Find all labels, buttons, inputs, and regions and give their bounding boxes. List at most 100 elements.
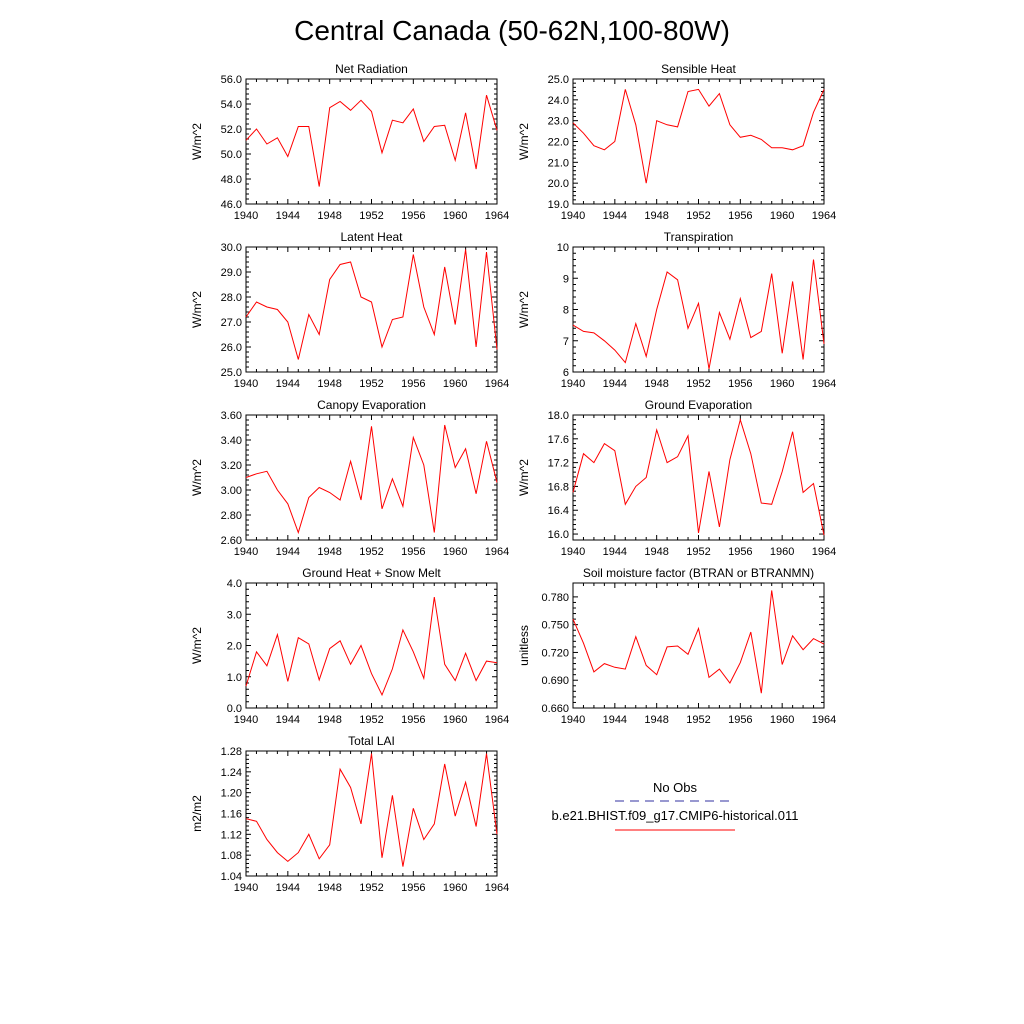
y-tick-label: 2.60 (221, 535, 242, 547)
y-tick-label: 1.08 (221, 850, 242, 862)
y-tick-label: 3.40 (221, 435, 242, 447)
x-tick-label: 1940 (561, 546, 585, 558)
x-tick-label: 1940 (234, 714, 258, 726)
y-tick-label: 6 (563, 367, 569, 379)
y-tick-label: 22.0 (548, 137, 569, 149)
panel-title: Total LAI (348, 734, 395, 748)
y-tick-label: 26.0 (221, 342, 242, 354)
y-tick-label: 0.720 (541, 647, 569, 659)
x-tick-label: 1948 (317, 546, 341, 558)
x-tick-label: 1948 (644, 378, 668, 390)
panel-latent-heat: Latent Heat 1940 1944 1948 1952 1956 1960 1964 2… (190, 230, 509, 390)
x-tick-label: 1944 (603, 210, 627, 222)
x-tick-label: 1956 (728, 378, 752, 390)
y-axis-label: W/m^2 (190, 123, 204, 160)
y-axis-label: m2/m2 (190, 795, 204, 832)
x-tick-label: 1964 (812, 378, 836, 390)
plot-frame (572, 78, 825, 205)
y-tick-label: 3.20 (221, 460, 242, 472)
x-tick-label: 1960 (770, 378, 794, 390)
y-tick-label: 1.28 (221, 746, 242, 758)
series-line (245, 249, 498, 360)
y-tick-label: 56.0 (221, 74, 242, 86)
y-tick-label: 18.0 (548, 410, 569, 422)
x-tick-label: 1956 (728, 714, 752, 726)
y-axis-label: W/m^2 (190, 291, 204, 328)
x-tick-label: 1960 (443, 714, 467, 726)
x-tick-label: 1952 (686, 546, 710, 558)
y-tick-label: 28.0 (221, 292, 242, 304)
x-tick-label: 1960 (770, 714, 794, 726)
x-tick-label: 1952 (359, 882, 383, 894)
x-tick-label: 1952 (359, 546, 383, 558)
y-tick-label: 1.12 (221, 829, 242, 841)
panel-title: Ground Evaporation (645, 398, 752, 412)
x-tick-label: 1948 (644, 714, 668, 726)
y-axis-label: unitless (517, 625, 531, 666)
x-tick-label: 1948 (644, 210, 668, 222)
series-line (245, 424, 498, 535)
y-tick-label: 50.0 (221, 149, 242, 161)
panel-title: Soil moisture factor (BTRAN or BTRANMN) (583, 566, 814, 580)
x-tick-label: 1960 (770, 210, 794, 222)
y-tick-label: 17.2 (548, 458, 569, 470)
y-tick-label: 25.0 (221, 367, 242, 379)
y-tick-label: 17.6 (548, 434, 569, 446)
y-tick-label: 1.0 (227, 672, 242, 684)
y-tick-label: 3.0 (227, 609, 242, 621)
series-line (572, 259, 825, 369)
x-tick-label: 1956 (401, 378, 425, 390)
panel-ground-heat-snow-melt: Ground Heat + Snow Melt 1940 1944 1948 1952 1… (190, 566, 509, 726)
x-tick-label: 1960 (770, 546, 794, 558)
x-tick-label: 1964 (812, 546, 836, 558)
x-tick-label: 1952 (686, 714, 710, 726)
x-tick-label: 1956 (728, 546, 752, 558)
y-tick-label: 52.0 (221, 124, 242, 136)
y-tick-label: 25.0 (548, 74, 569, 86)
x-tick-label: 1940 (561, 210, 585, 222)
x-tick-label: 1940 (234, 210, 258, 222)
y-tick-label: 30.0 (221, 242, 242, 254)
y-axis-label: W/m^2 (517, 291, 531, 328)
x-tick-label: 1964 (485, 546, 509, 558)
x-tick-label: 1940 (234, 378, 258, 390)
x-tick-label: 1964 (485, 882, 509, 894)
x-tick-label: 1964 (485, 378, 509, 390)
series-line (572, 590, 825, 694)
y-tick-label: 27.0 (221, 317, 242, 329)
x-tick-label: 1952 (686, 210, 710, 222)
x-tick-label: 1956 (401, 882, 425, 894)
y-tick-label: 3.00 (221, 485, 242, 497)
x-tick-label: 1944 (603, 378, 627, 390)
y-tick-label: 1.20 (221, 788, 242, 800)
x-tick-label: 1964 (485, 714, 509, 726)
series-line (572, 88, 825, 184)
figure-title: Central Canada (50-62N,100-80W) (294, 15, 730, 46)
panel-net-radiation: Net Radiation 1940 1944 1948 1952 1956 1960 196… (190, 62, 509, 222)
y-tick-label: 46.0 (221, 199, 242, 211)
x-tick-label: 1960 (443, 882, 467, 894)
x-tick-label: 1940 (234, 546, 258, 558)
legend-model-label: b.e21.BHIST.f09_g17.CMIP6-historical.011 (552, 808, 799, 823)
plot-frame (572, 414, 825, 541)
x-tick-label: 1956 (401, 546, 425, 558)
x-tick-label: 1940 (561, 378, 585, 390)
y-tick-label: 0.780 (541, 592, 569, 604)
x-tick-label: 1964 (812, 210, 836, 222)
x-tick-label: 1956 (728, 210, 752, 222)
panel-ground-evaporation: Ground Evaporation 1940 1944 1948 1952 1956 19… (517, 398, 836, 558)
x-tick-label: 1944 (276, 882, 300, 894)
x-tick-label: 1948 (317, 714, 341, 726)
y-tick-label: 20.0 (548, 178, 569, 190)
panels-group: Net Radiation 1940 1944 1948 1952 1956 1960 196… (190, 62, 836, 894)
y-tick-label: 2.0 (227, 641, 242, 653)
legend-obs-label: No Obs (653, 780, 698, 795)
panel-title: Transpiration (664, 230, 734, 244)
y-tick-label: 2.80 (221, 510, 242, 522)
x-tick-label: 1952 (359, 210, 383, 222)
panel-total-lai: Total LAI 1940 1944 1948 1952 1956 1960 1964 1.0… (190, 734, 509, 894)
y-tick-label: 1.16 (221, 809, 242, 821)
x-tick-label: 1944 (603, 546, 627, 558)
x-tick-label: 1948 (317, 378, 341, 390)
